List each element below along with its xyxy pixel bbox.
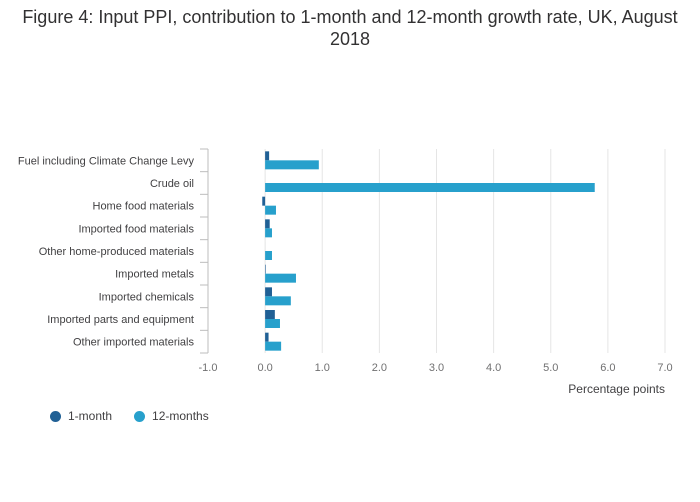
x-tick-label: 2.0 — [372, 362, 387, 374]
x-tick-label: 0.0 — [257, 362, 272, 374]
y-tick-label: Imported chemicals — [99, 291, 195, 303]
bar-1-month — [262, 196, 266, 206]
legend-item-12-months[interactable]: 12-months — [134, 409, 209, 423]
x-tick-label: 4.0 — [486, 362, 501, 374]
legend-item-1-month[interactable]: 1-month — [50, 409, 112, 423]
x-tick-label: 3.0 — [429, 362, 444, 374]
y-tick-label: Other home-produced materials — [39, 246, 195, 258]
bar-12-months — [265, 273, 296, 283]
x-tick-label: -1.0 — [199, 362, 218, 374]
x-tick-label: 5.0 — [543, 362, 558, 374]
chart-legend: 1-month 12-months — [50, 409, 209, 423]
bar-12-months — [265, 183, 595, 192]
y-tick-label: Crude oil — [150, 178, 194, 190]
y-tick-label: Home food materials — [93, 201, 195, 213]
legend-label-12-months: 12-months — [152, 409, 209, 423]
bar-12-months — [265, 251, 272, 260]
y-tick-label: Imported parts and equipment — [47, 314, 194, 326]
bar-1-month — [265, 287, 272, 297]
bar-1-month — [265, 310, 275, 319]
bar-12-months — [265, 160, 319, 170]
y-tick-label: Imported metals — [115, 269, 194, 281]
bar-12-months — [265, 319, 280, 328]
bar-1-month — [265, 264, 266, 274]
y-tick-label: Fuel including Climate Change Levy — [18, 155, 195, 167]
x-tick-label: 6.0 — [600, 362, 615, 374]
x-axis-label: Percentage points — [568, 382, 665, 396]
legend-swatch-1-month — [50, 410, 61, 422]
bar-1-month — [265, 332, 269, 342]
x-tick-label: 1.0 — [315, 362, 330, 374]
bar-12-months — [265, 205, 276, 215]
legend-swatch-12-months — [134, 410, 146, 422]
bar-12-months — [265, 228, 272, 238]
bar-12-months — [265, 341, 282, 351]
bar-12-months — [265, 296, 291, 306]
y-tick-label: Imported food materials — [78, 223, 194, 235]
chart-title: Figure 4: Input PPI, contribution to 1-m… — [22, 7, 678, 49]
y-tick-label: Other imported materials — [73, 337, 195, 349]
bar-1-month — [265, 219, 270, 229]
legend-label-1-month: 1-month — [68, 409, 113, 423]
bar-1-month — [265, 151, 270, 161]
x-tick-label: 7.0 — [657, 362, 672, 374]
